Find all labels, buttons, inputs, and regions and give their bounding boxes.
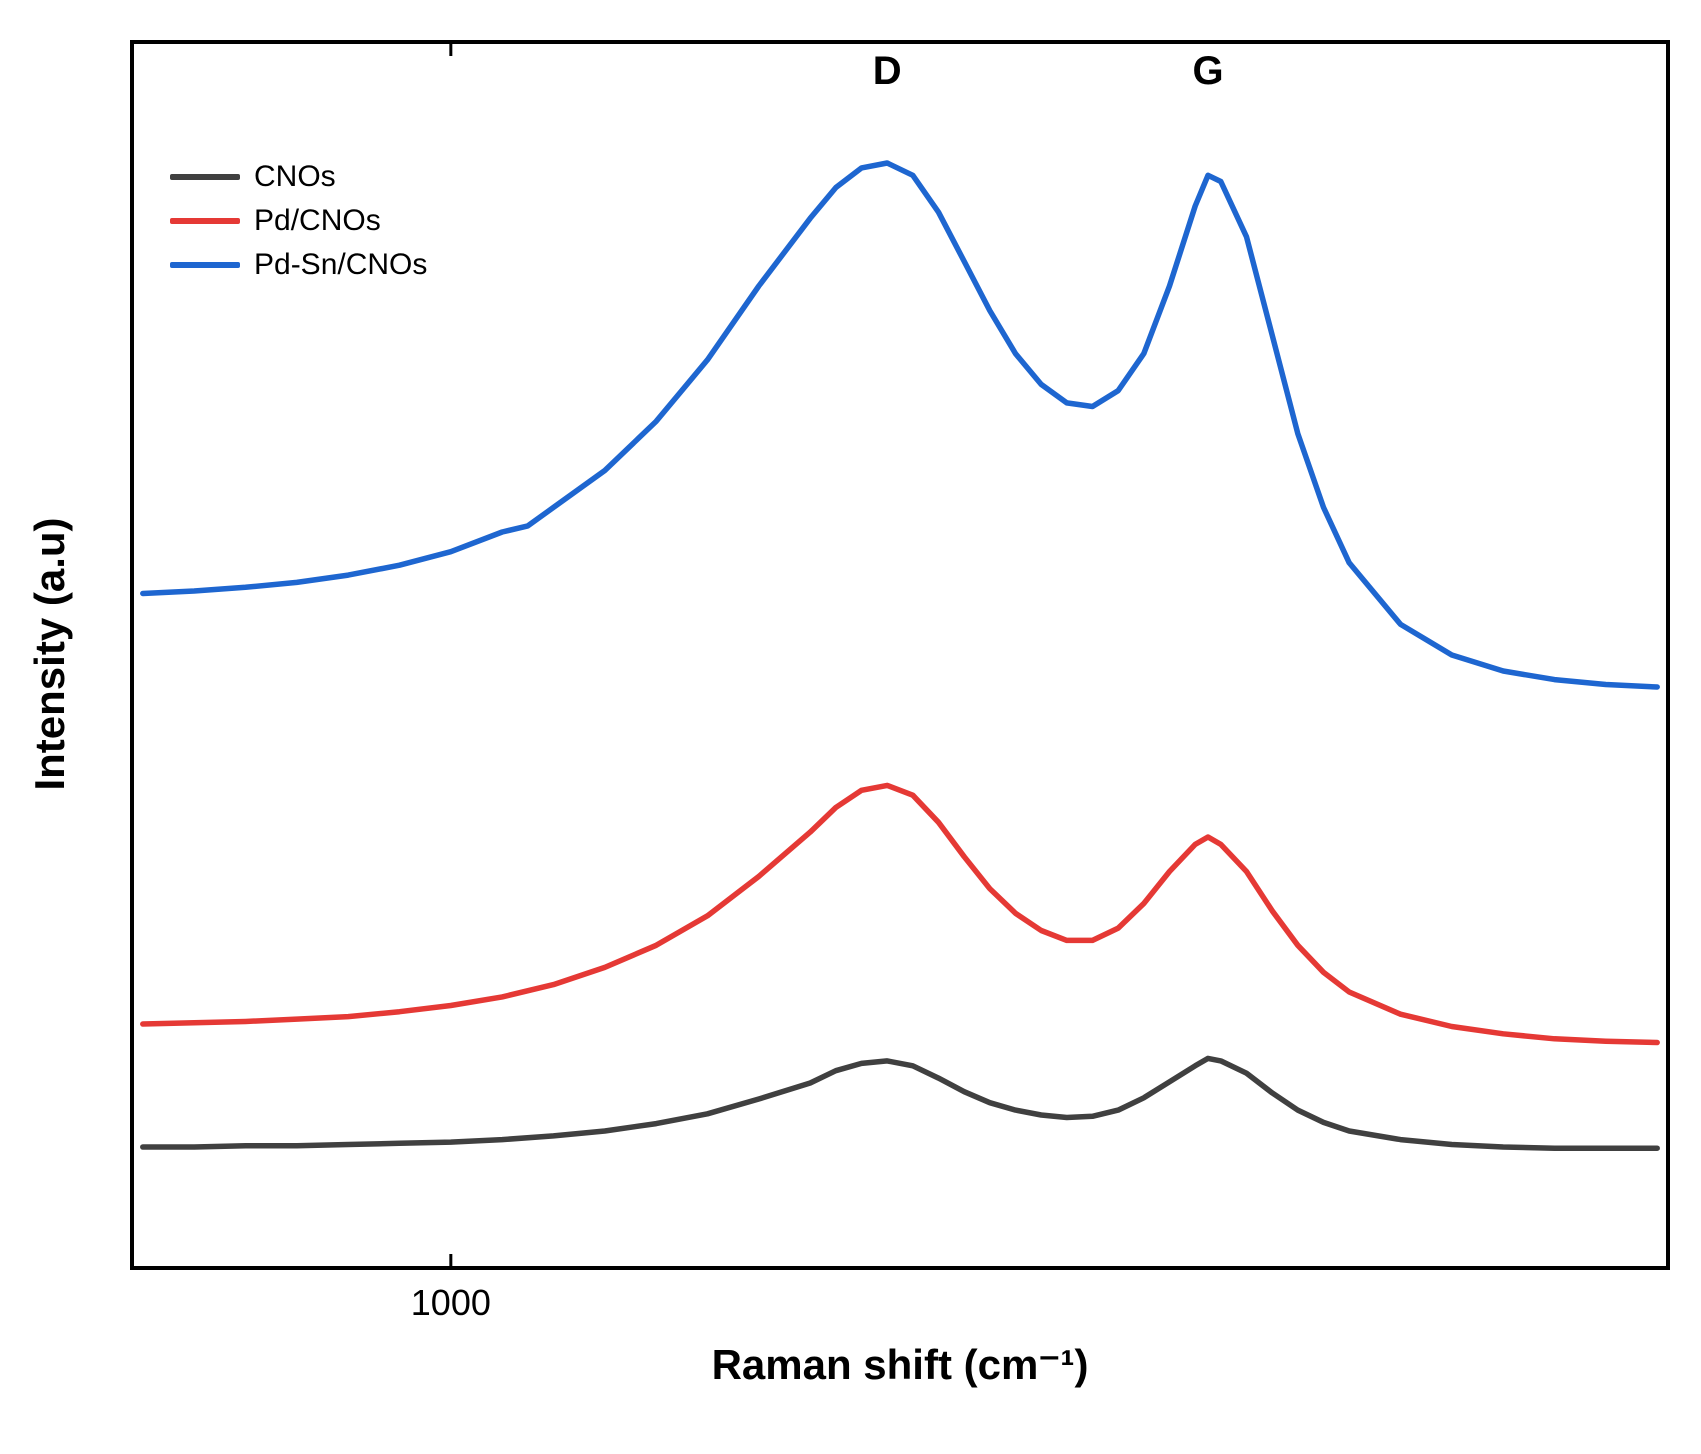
legend-swatch xyxy=(170,262,240,268)
legend-item: CNOs xyxy=(170,160,427,194)
legend-label: Pd-Sn/CNOs xyxy=(254,248,427,282)
legend: CNOs Pd/CNOs Pd-Sn/CNOs xyxy=(170,160,427,292)
legend-item: Pd/CNOs xyxy=(170,204,427,238)
y-axis-label: Intensity (a.u) xyxy=(26,454,74,854)
legend-swatch xyxy=(170,174,240,180)
legend-label: Pd/CNOs xyxy=(254,204,381,238)
series-line-1 xyxy=(143,785,1657,1042)
peak-label: G xyxy=(1178,49,1238,94)
legend-swatch xyxy=(170,218,240,224)
x-tick-label: 1000 xyxy=(391,1282,511,1324)
legend-label: CNOs xyxy=(254,160,336,194)
chart-container: Intensity (a.u) Raman shift (cm⁻¹) D G 10… xyxy=(0,0,1701,1454)
peak-label: D xyxy=(857,49,917,94)
series-line-0 xyxy=(143,1058,1657,1148)
x-axis-label: Raman shift (cm⁻¹) xyxy=(600,1340,1200,1389)
legend-item: Pd-Sn/CNOs xyxy=(170,248,427,282)
